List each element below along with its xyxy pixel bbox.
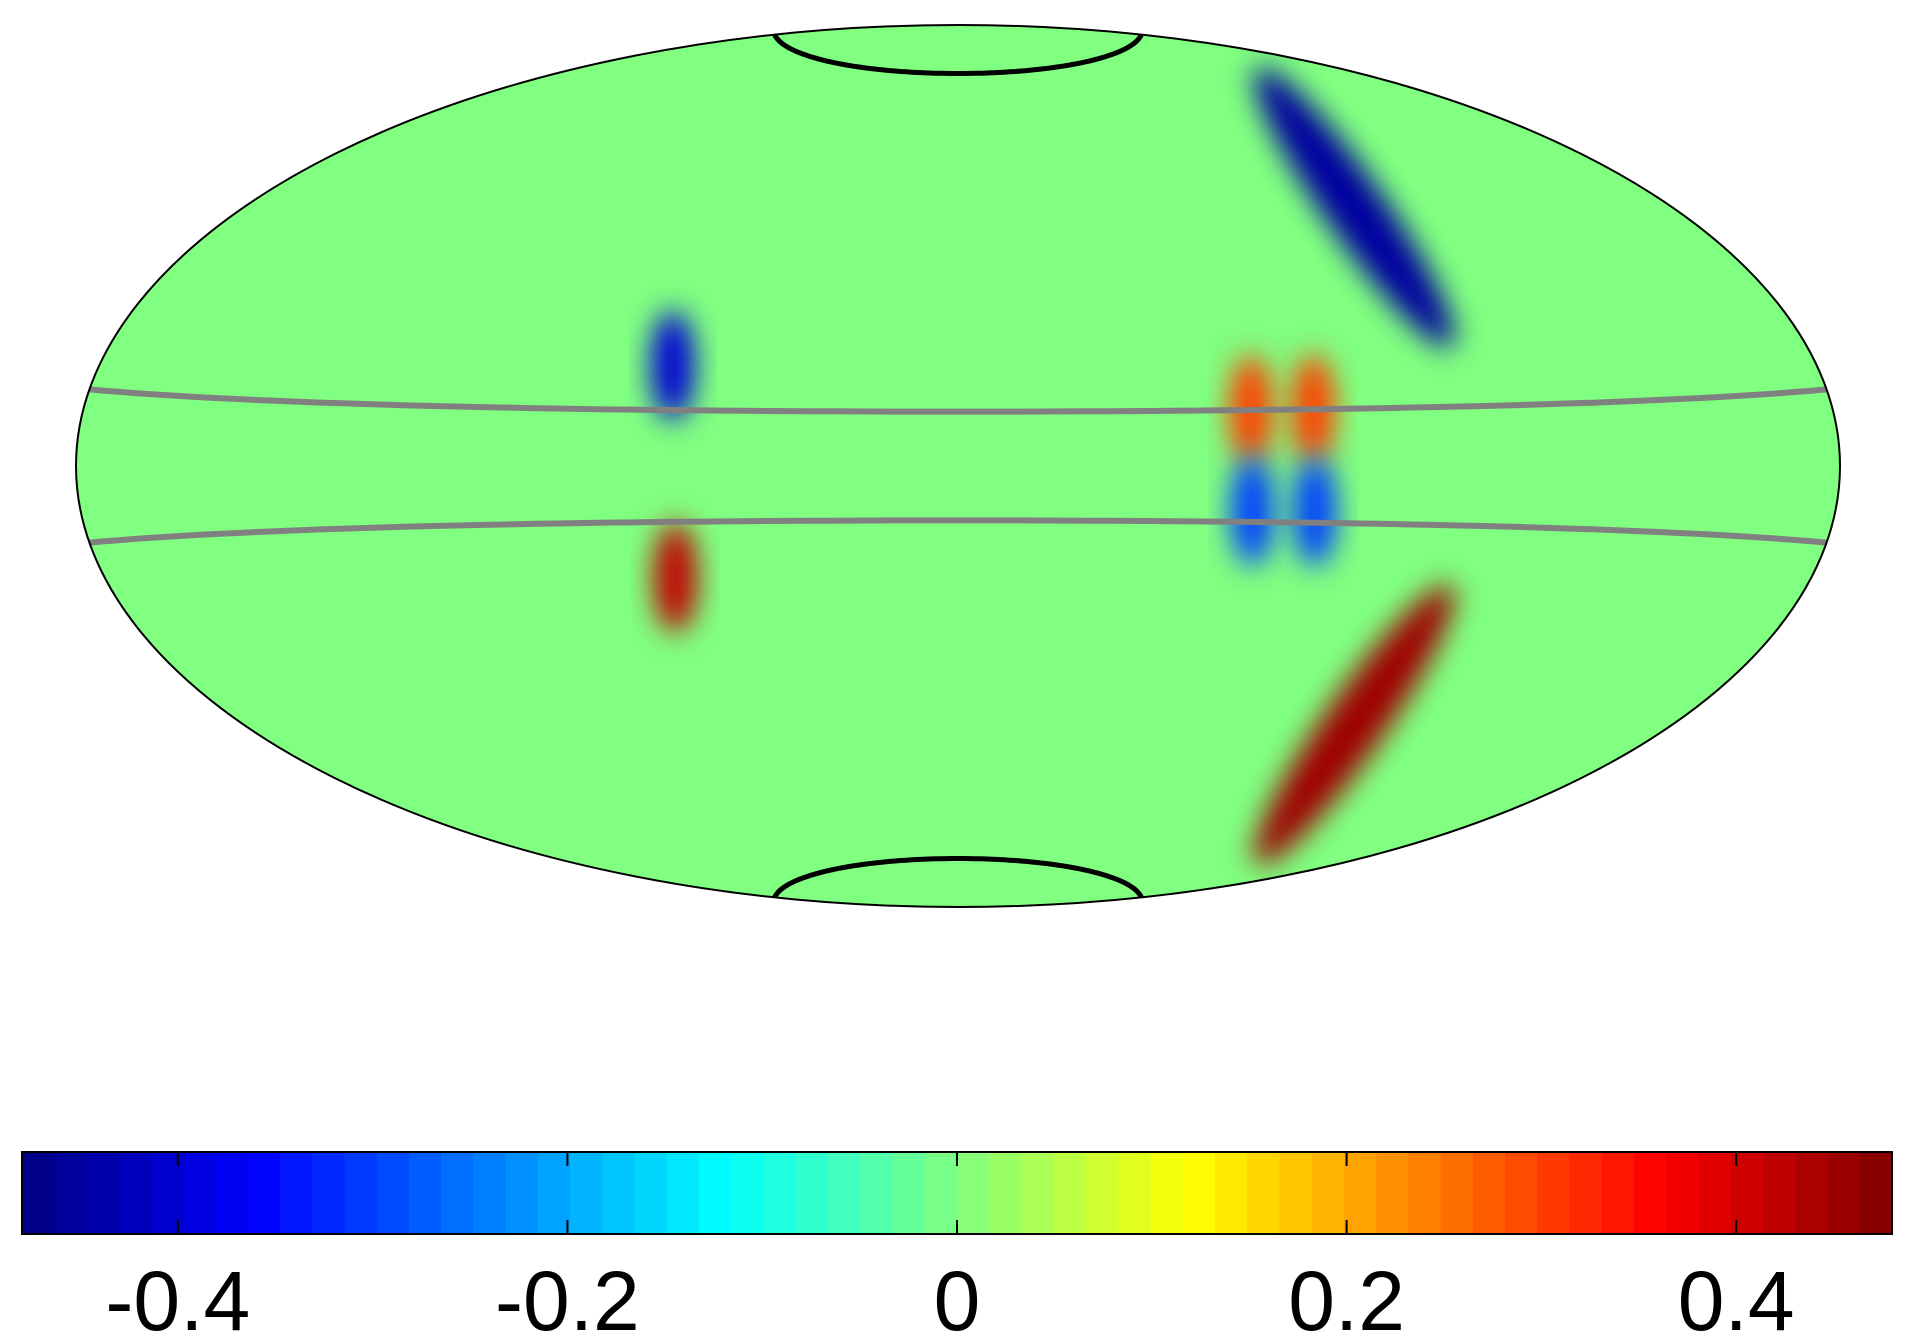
colorbar-cell [1376, 1152, 1409, 1234]
colorbar-cell [1827, 1152, 1861, 1234]
colorbar-cell [1118, 1152, 1152, 1234]
map-background [76, 25, 1840, 907]
colorbar-cell [1279, 1152, 1313, 1234]
colorbar-cell [602, 1152, 636, 1234]
map-features [650, 67, 1455, 865]
colorbar-cell [215, 1152, 249, 1234]
colorbar-cell [1537, 1152, 1571, 1234]
colorbar-cell [763, 1152, 797, 1234]
map-feature [1230, 455, 1275, 566]
colorbar-cell [828, 1152, 861, 1234]
colorbar-cell [1763, 1152, 1796, 1234]
colorbar-cell [731, 1152, 765, 1234]
colorbar-cell [505, 1152, 539, 1234]
colorbar-cell [1440, 1152, 1474, 1234]
map-feature [1253, 67, 1455, 348]
colorbar-cell [1343, 1152, 1377, 1234]
colorbar-cell [1311, 1152, 1345, 1234]
colorbar-gradient [22, 1152, 1893, 1234]
colorbar-cell [1666, 1152, 1700, 1234]
colorbar-cell [441, 1152, 474, 1234]
colorbar-cell [570, 1152, 603, 1234]
map-feature [1253, 584, 1455, 865]
colorbar-cell [924, 1152, 958, 1234]
colorbar-tick-label: 0 [934, 1254, 981, 1342]
map-feature [653, 522, 698, 633]
colorbar-cell [1053, 1152, 1087, 1234]
band-edge-line [89, 386, 1827, 415]
colorbar-cell [1859, 1152, 1893, 1234]
colorbar-cell [1472, 1152, 1506, 1234]
colorbar-cell [54, 1152, 88, 1234]
colorbar-tick-label: -0.2 [495, 1254, 640, 1342]
colorbar-cell [150, 1152, 184, 1234]
colorbar-cell [1021, 1152, 1055, 1234]
colorbar-cell [247, 1152, 281, 1234]
colorbar-cell [22, 1152, 55, 1234]
colorbar-cell [183, 1152, 217, 1234]
colorbar-cell [1150, 1152, 1184, 1234]
colorbar-ticks: -0.4 -0.2 0 0.2 0.4 [105, 1152, 1795, 1342]
colorbar-cell [1182, 1152, 1216, 1234]
colorbar-cell [473, 1152, 507, 1234]
colorbar-cell [860, 1152, 894, 1234]
colorbar-tick-label: -0.4 [105, 1254, 250, 1342]
colorbar-cell [1085, 1152, 1119, 1234]
colorbar-cell [795, 1152, 829, 1234]
colorbar-cell [634, 1152, 668, 1234]
map-feature [1292, 456, 1337, 567]
sky-map [75, 24, 1841, 908]
colorbar: -0.4 -0.2 0 0.2 0.4 [21, 1151, 1893, 1342]
colorbar-cell [118, 1152, 152, 1234]
colorbar-cell [1408, 1152, 1442, 1234]
band-edge-line [89, 517, 1827, 546]
map-feature [650, 310, 695, 421]
colorbar-cell [1634, 1152, 1667, 1234]
colorbar-cell [1698, 1152, 1732, 1234]
colorbar-cell [989, 1152, 1023, 1234]
colorbar-cell [892, 1152, 926, 1234]
colorbar-tick-label: 0.2 [1288, 1254, 1405, 1342]
map-overlay-lines [89, 33, 1827, 899]
polar-circle-line [772, 33, 1144, 76]
colorbar-tick-label: 0.4 [1678, 1254, 1795, 1342]
colorbar-cell [279, 1152, 313, 1234]
colorbar-cell [666, 1152, 700, 1234]
colorbar-cell [1505, 1152, 1538, 1234]
colorbar-cell [312, 1152, 346, 1234]
colorbar-cell [376, 1152, 410, 1234]
colorbar-cell [537, 1152, 571, 1234]
map-outline [75, 24, 1841, 908]
colorbar-cell [1247, 1152, 1281, 1234]
polar-circle-line [772, 856, 1144, 899]
colorbar-cell [408, 1152, 442, 1234]
colorbar-cell [1569, 1152, 1603, 1234]
colorbar-cell [699, 1152, 732, 1234]
colorbar-cell [1795, 1152, 1829, 1234]
colorbar-cell [1601, 1152, 1635, 1234]
colorbar-cell [957, 1152, 990, 1234]
colorbar-cell [344, 1152, 378, 1234]
colorbar-cell [86, 1152, 120, 1234]
colorbar-cell [1214, 1152, 1248, 1234]
